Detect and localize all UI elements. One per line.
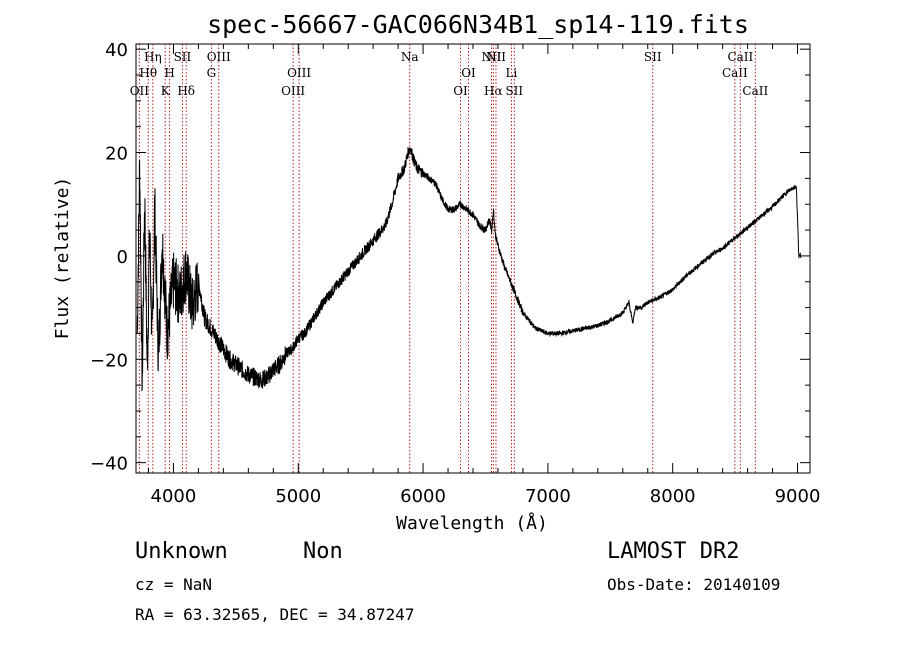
x-tick-label: 5000 (275, 486, 321, 507)
coordinates-label: RA = 63.32565, DEC = 34.87247 (135, 605, 414, 624)
y-tick-label: 0 (117, 247, 128, 268)
line-marker-label: H (164, 66, 174, 80)
spectrum-line-0 (136, 147, 802, 391)
y-axis-ticks: −40 −20 0 20 40 (90, 40, 810, 475)
chart-title: spec-56667-GAC066N34B1_sp14-119.fits (207, 10, 749, 39)
x-tick-label: 9000 (775, 486, 821, 507)
line-marker-label: Hθ (139, 66, 157, 80)
y-tick-label: −40 (90, 454, 128, 475)
line-marker-label: Hη (144, 50, 162, 64)
x-tick-label: 4000 (151, 486, 197, 507)
line-marker-label: OI (461, 66, 476, 80)
line-marker-label: CaII (742, 84, 768, 98)
line-marker-label: G (207, 66, 217, 80)
line-marker-label: SII (174, 50, 192, 64)
line-marker-label: NII (486, 50, 506, 64)
cz-label: cz = NaN (135, 575, 212, 594)
x-axis-label: Wavelength (Å) (396, 512, 548, 534)
line-marker-label: Hα (484, 84, 503, 98)
y-tick-label: 20 (105, 144, 128, 165)
line-marker-label: OII (130, 84, 150, 98)
line-marker-label: K (161, 84, 171, 98)
line-marker-label: Hδ (177, 84, 195, 98)
x-axis-ticks: 4000 5000 6000 7000 8000 9000 (147, 44, 821, 507)
subclass-label: Non (303, 539, 343, 564)
line-marker-label: Na (401, 50, 419, 64)
obs-date-label: Obs-Date: 20140109 (607, 575, 780, 594)
spectrum-series (136, 147, 802, 391)
y-axis-label: Flux (relative) (52, 177, 73, 340)
x-tick-label: 8000 (650, 486, 696, 507)
line-marker-label: OIII (207, 50, 231, 64)
survey-label: LAMOST DR2 (607, 539, 739, 564)
line-marker-label: CaII (722, 66, 748, 80)
y-tick-label: 40 (105, 40, 128, 61)
line-marker-label: NII (481, 50, 501, 64)
emission-line-markers: OIIHθHηKHSIIHδGOIIIOIIIOIIINaOIOINIIHαNI… (130, 44, 768, 473)
line-marker-label: OIII (287, 66, 311, 80)
line-marker-label: CaII (727, 50, 753, 64)
line-marker-label: OI (453, 84, 468, 98)
line-marker-label: Li (506, 66, 518, 80)
line-marker-label: SII (505, 84, 523, 98)
x-tick-label: 6000 (400, 486, 446, 507)
line-marker-label: OIII (281, 84, 305, 98)
y-tick-label: −20 (90, 350, 128, 371)
x-tick-label: 7000 (525, 486, 571, 507)
line-marker-label: SII (644, 50, 662, 64)
class-label: Unknown (135, 539, 228, 564)
